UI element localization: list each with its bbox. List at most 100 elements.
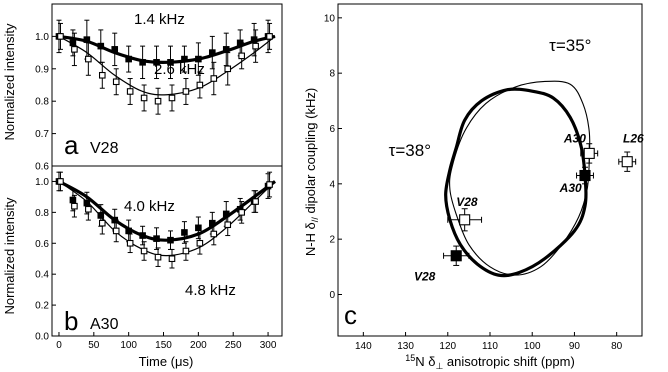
panel-b-point-filled (83, 199, 91, 207)
panel-b-ann-2: 4.8 kHz (185, 282, 236, 299)
panel-b-point-filled (125, 227, 132, 235)
panel-a-point-filled (250, 36, 258, 43)
panel-b-ytick-label: 0.4 (35, 270, 49, 281)
panel-a-ann-1: 1.4 kHz (134, 11, 185, 28)
panel-c-xtick-label: 140 (355, 341, 372, 352)
panel-a-point-filled (181, 55, 188, 63)
panel-b-ann-1: 4.0 kHz (124, 198, 175, 215)
panel-a-point-open (98, 71, 106, 79)
panel-b-point-open (182, 247, 190, 255)
panel-c-point-label-a30: A30 (563, 131, 586, 145)
panel-c-ytick-label: 10 (324, 13, 336, 24)
panel-a-ytick-label: 0.9 (35, 64, 49, 75)
panel-c-point-l26 (621, 156, 633, 168)
panel-b-xlabel: Time (μs) (139, 354, 194, 369)
panel-b-letter: b (64, 306, 78, 336)
panel-a-point-open (154, 97, 162, 105)
panel-c-point-label-a30: A30 (559, 181, 582, 195)
panel-a-point-filled (153, 59, 160, 66)
panel-a-letter: a (64, 130, 79, 160)
panel-a-point-filled (167, 59, 174, 66)
panel-c-xlabel-rest: anisotropic shift (ppm) (443, 354, 575, 369)
panel-b-point-open (266, 181, 273, 188)
panel-a-point-open (85, 55, 92, 63)
panel-c-ytick-label: 8 (329, 69, 335, 80)
panel-b-ytick-label: 1.0 (35, 177, 49, 188)
panel-c-wheel-label-2: τ=35° (549, 36, 591, 55)
panel-b-xtick-label: 250 (225, 340, 242, 351)
panel-c-xtick-label: 100 (524, 341, 541, 352)
panel-c-point-a30 (579, 169, 591, 182)
panel-b-point-open (196, 239, 204, 247)
panel-c-ylabel-rest: dipolar coupling (kHz) (303, 88, 318, 217)
panel-a-point-open (140, 94, 148, 102)
panel-c-xtick-label: 130 (397, 341, 414, 352)
panel-c-xtick-label: 120 (439, 341, 456, 352)
panel-a-point-filled (139, 59, 146, 66)
panel-b-point-open (252, 198, 259, 205)
panel-b-point-open (126, 239, 134, 247)
panel-b-point-filled (139, 232, 146, 239)
panel-b-point-filled (153, 235, 160, 242)
panel-b-ytick-label: 0.6 (35, 239, 49, 250)
panel-b-ylabel: Normalized intensity (2, 197, 17, 315)
panel-b-point-open (112, 227, 120, 235)
panel-a-ylabel: Normalized intensity (2, 23, 17, 141)
panel-a-point-open (238, 52, 245, 60)
panel-b-ytick-label: 0.8 (35, 208, 49, 219)
panel-a: Normalized intensity a V28 1.4 kHz 2.6 k… (2, 3, 283, 173)
panel-a-ytick-label: 0.8 (35, 97, 49, 108)
panel-c-xtick-label: 110 (482, 341, 498, 352)
panel-b-xtick-label: 200 (190, 340, 207, 351)
panel-c-ytick-label: 2 (329, 235, 335, 246)
panel-a-point-filled (209, 49, 216, 56)
panel-b-name: A30 (90, 316, 119, 333)
panel-c-ylabel-main: N-H δ (303, 222, 318, 256)
panel-b-fit-curve-2 (58, 180, 276, 257)
panel-c-ylabel-sub: // (310, 217, 320, 223)
panel-a-point-filled (97, 42, 105, 50)
panel-b-xtick-label: 100 (120, 340, 137, 351)
panel-c-wheel-label-1: τ=38° (389, 141, 431, 160)
panel-b: Normalized intensity b A30 4.0 kHz 4.8 k… (2, 165, 283, 369)
panel-a-name: V28 (90, 140, 119, 157)
panel-a-point-filled (83, 36, 91, 43)
panel-a-point-filled (195, 55, 202, 63)
panel-b-point-filled (167, 236, 174, 244)
panel-b-point-open (98, 219, 106, 227)
panel-c-point-label-l26: L26 (623, 131, 644, 145)
panel-a-point-open (168, 94, 176, 102)
panel-b-point-open (140, 247, 148, 255)
panel-c-point-v28 (450, 250, 462, 262)
panel-b-xtick-label: 0 (56, 340, 62, 351)
panel-a-point-open (224, 65, 232, 73)
panel-a-point-open (182, 88, 190, 95)
panel-c-ytick-label: 0 (329, 290, 335, 301)
panel-a-point-open (266, 33, 273, 40)
panel-a-point-open (252, 42, 259, 50)
panel-b-ytick-label: 0.0 (35, 332, 49, 343)
panel-b-point-open (57, 178, 64, 185)
panel-b-point-filled (181, 229, 188, 236)
panel-a-point-open (210, 75, 218, 82)
panel-c-letter: c (344, 300, 357, 330)
panel-a-ytick-label: 1.0 (35, 32, 49, 43)
panel-a-fit-curve-1 (58, 34, 276, 65)
panel-b-point-filled (69, 196, 77, 204)
panel-b-point-open (85, 205, 92, 213)
panel-c-xlabel-sup: 15 (405, 353, 415, 363)
panel-c-wheel-2 (449, 80, 591, 276)
panel-b-point-open (168, 255, 176, 263)
panel-a-point-open (71, 46, 78, 53)
panel-a-point-filled (69, 39, 77, 47)
panel-c-point-v28 (459, 214, 471, 226)
panel-b-point-filled (195, 224, 202, 232)
panel-b-point-open (210, 230, 218, 238)
panel-b-xlabel-text: Time (μs) (139, 354, 194, 369)
panel-c-ytick-label: 4 (329, 179, 335, 190)
panel-a-point-open (126, 88, 134, 95)
panel-c-ytick-label: 6 (329, 124, 335, 135)
panel-c: c N-H δ// dipolar coupling (kHz) 15N δ⊥ … (303, 3, 644, 371)
panel-a-point-filled (111, 46, 119, 53)
